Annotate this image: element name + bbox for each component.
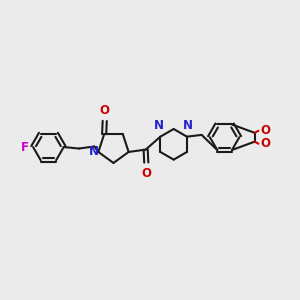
Text: N: N xyxy=(89,145,99,158)
Text: O: O xyxy=(260,137,270,150)
Text: O: O xyxy=(260,124,270,137)
Text: O: O xyxy=(141,167,151,180)
Text: F: F xyxy=(21,141,29,154)
Text: O: O xyxy=(100,104,110,117)
Text: N: N xyxy=(154,119,164,132)
Text: N: N xyxy=(182,119,193,132)
